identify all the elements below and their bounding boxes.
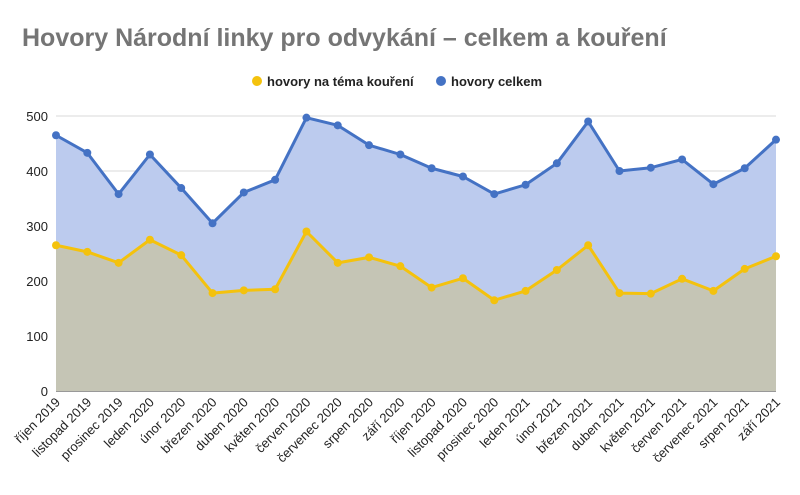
data-point-series-0 [177, 251, 186, 260]
data-point-series-1 [208, 219, 217, 228]
data-point-series-1 [114, 190, 123, 199]
data-point-series-1 [365, 141, 374, 150]
legend-label: hovory celkem [451, 74, 542, 89]
y-tick-label: 200 [26, 274, 48, 289]
series-lines [55, 116, 778, 302]
data-point-series-1 [709, 180, 718, 189]
data-point-series-1 [427, 164, 436, 173]
legend-marker [252, 76, 262, 86]
data-point-series-1 [145, 150, 154, 159]
data-point-series-0 [427, 283, 436, 292]
y-tick-label: 300 [26, 219, 48, 234]
data-point-series-0 [52, 241, 60, 250]
series-areas [56, 117, 776, 392]
data-point-series-1 [740, 164, 749, 173]
data-point-series-1 [646, 163, 655, 172]
line-series-0 [55, 230, 777, 302]
data-point-series-0 [302, 227, 311, 236]
data-point-series-1 [615, 167, 624, 175]
y-tick-label: 400 [26, 164, 48, 179]
data-point-series-1 [239, 188, 248, 197]
data-point-series-1 [333, 121, 342, 130]
data-point-series-0 [615, 289, 624, 298]
data-point-series-1 [302, 113, 311, 122]
legend: hovory na téma kouření hovory celkem [252, 74, 542, 89]
y-tick-label: 100 [26, 329, 48, 344]
data-point-series-0 [365, 253, 374, 262]
area-series-0 [56, 231, 776, 391]
data-point-series-0 [239, 286, 248, 295]
data-point-series-1 [584, 117, 593, 126]
data-point-series-0 [271, 285, 280, 294]
data-point-series-0 [678, 274, 687, 283]
data-point-series-0 [83, 247, 92, 256]
chart-title: Hovory Národní linky pro odvykání – celk… [22, 24, 667, 52]
data-point-series-1 [52, 131, 60, 140]
legend-marker [436, 76, 446, 86]
data-point-series-0 [772, 252, 780, 261]
y-tick-label: 0 [41, 384, 48, 399]
data-point-series-0 [646, 289, 655, 298]
y-tick-label: 500 [26, 109, 48, 124]
data-point-series-0 [114, 258, 123, 267]
data-point-series-0 [458, 274, 467, 283]
data-point-series-0 [584, 241, 593, 250]
data-point-series-0 [396, 262, 405, 271]
line-series-1 [55, 116, 778, 225]
data-point-series-1 [772, 135, 780, 144]
data-point-series-1 [458, 172, 467, 181]
data-point-series-1 [396, 150, 405, 159]
data-point-series-0 [552, 266, 561, 274]
series-points [52, 113, 780, 305]
data-point-series-1 [271, 175, 280, 184]
data-point-series-1 [83, 148, 92, 157]
data-point-series-1 [177, 184, 186, 193]
data-point-series-0 [208, 289, 217, 298]
data-point-series-0 [333, 258, 342, 267]
data-point-series-1 [552, 159, 561, 168]
data-point-series-0 [709, 286, 718, 295]
data-point-series-1 [678, 155, 687, 164]
data-point-series-1 [490, 190, 499, 199]
data-point-series-0 [740, 264, 749, 273]
data-point-series-0 [490, 296, 499, 305]
data-point-series-0 [521, 286, 530, 295]
data-point-series-0 [145, 235, 154, 244]
data-point-series-1 [521, 180, 530, 189]
y-axis-ticks: 0 100 200 300 400 500 [26, 109, 48, 399]
legend-label: hovory na téma kouření [267, 74, 414, 89]
